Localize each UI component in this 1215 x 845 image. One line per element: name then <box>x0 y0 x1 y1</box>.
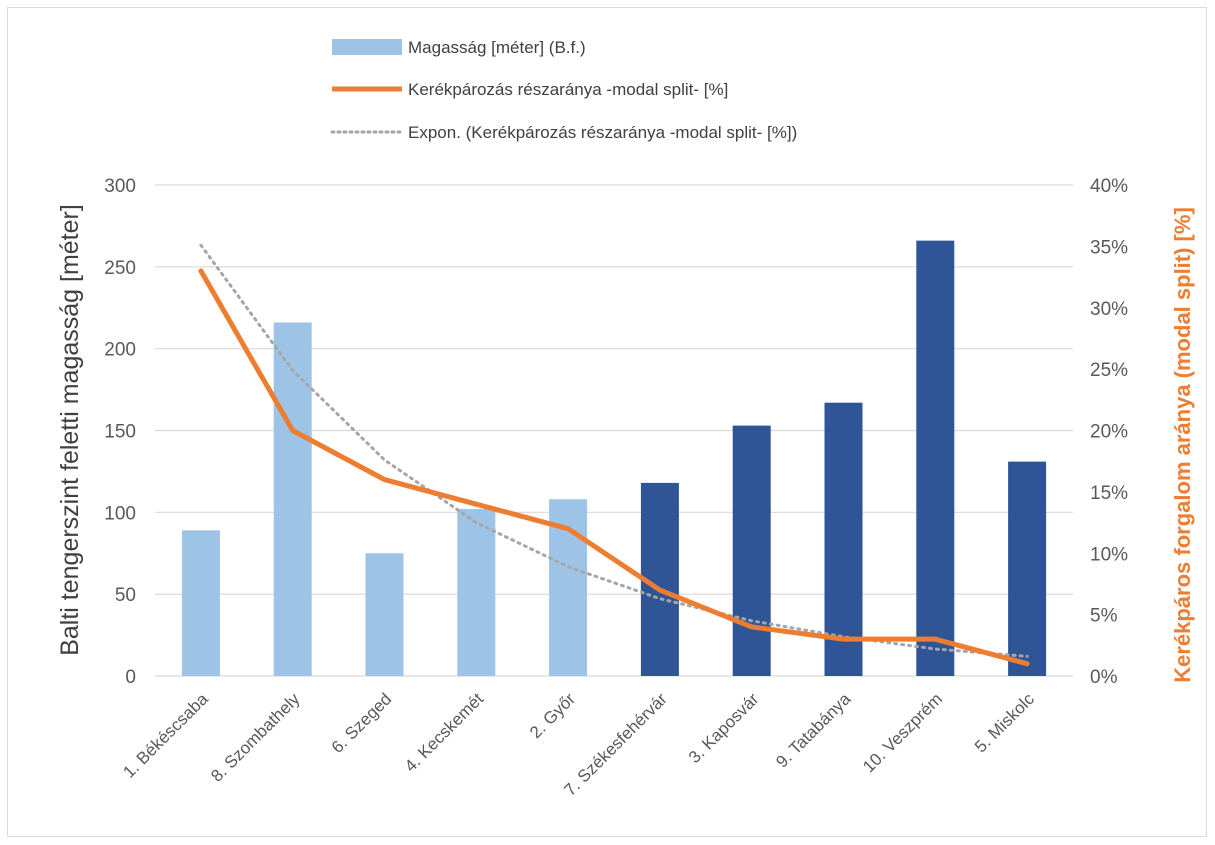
category-label: 1. Békéscsaba <box>119 689 212 782</box>
bar <box>824 402 863 676</box>
category-label: 5. Miskolc <box>971 689 1038 756</box>
category-label: 2. Győr <box>526 689 579 742</box>
left-tick-label: 50 <box>115 585 136 606</box>
legend: Magasság [méter] (B.f.) Kerékpározás rés… <box>330 38 797 142</box>
right-tick-label: 30% <box>1090 299 1128 320</box>
bar <box>1008 461 1047 676</box>
trendline-series <box>199 243 1029 658</box>
bar <box>732 425 771 676</box>
category-label: 6. Szeged <box>328 689 396 757</box>
bar-series <box>181 240 1047 676</box>
left-tick-label: 150 <box>104 422 136 443</box>
category-label: 10. Veszprém <box>859 689 946 776</box>
left-tick-label: 300 <box>104 176 136 197</box>
legend-label-line: Kerékpározás részaránya -modal split- [%… <box>408 80 728 99</box>
right-axis-title: Kerékpáros forgalom aránya (modal split)… <box>1170 207 1195 683</box>
right-tick-label: 10% <box>1090 544 1128 565</box>
category-label: 3. Kaposvár <box>685 689 763 767</box>
line-series <box>198 268 1030 667</box>
category-label: 7. Székesfehérvár <box>560 689 671 800</box>
left-tick-label: 100 <box>104 503 136 524</box>
right-axis-ticks: 0% 5% 10% 15% 20% 25% 30% 35% 40% <box>1090 176 1128 688</box>
left-axis-ticks: 0 50 100 150 200 250 300 <box>104 176 136 688</box>
category-label: 9. Tatabánya <box>772 689 854 771</box>
right-tick-label: 35% <box>1090 237 1128 258</box>
legend-label-bar: Magasság [méter] (B.f.) <box>408 38 586 57</box>
chart-area <box>7 7 1207 837</box>
series-line <box>198 268 1030 667</box>
left-tick-label: 250 <box>104 258 136 279</box>
bar <box>916 240 955 676</box>
right-tick-label: 40% <box>1090 176 1128 197</box>
trendline <box>199 243 1029 658</box>
bar <box>181 530 220 676</box>
bar <box>457 509 496 676</box>
left-axis-title: Balti tengerszint feletti magasság [méte… <box>56 204 84 656</box>
bar <box>365 553 404 676</box>
left-tick-label: 0 <box>125 667 136 688</box>
legend-label-trend: Expon. (Kerékpározás részaránya -modal s… <box>408 123 797 142</box>
category-label: 4. Kecskemét <box>401 689 487 775</box>
category-label: 8. Szombathely <box>207 689 304 786</box>
right-tick-label: 25% <box>1090 360 1128 381</box>
right-tick-label: 15% <box>1090 483 1128 504</box>
legend-swatch-bar <box>332 39 402 55</box>
right-tick-label: 0% <box>1090 667 1118 688</box>
left-tick-label: 200 <box>104 340 136 361</box>
bar <box>273 322 312 676</box>
right-tick-label: 20% <box>1090 422 1128 443</box>
right-tick-label: 5% <box>1090 606 1118 627</box>
